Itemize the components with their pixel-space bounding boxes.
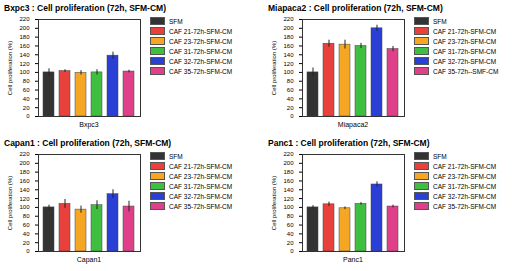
svg-text:60: 60: [23, 222, 30, 228]
html-text:CAF 31-72h-SFM-CM: CAF 31-72h-SFM-CM: [169, 182, 233, 190]
svg-text:220: 220: [19, 151, 30, 157]
svg-text:100: 100: [283, 69, 294, 75]
html-text:CAF 23-72h-SFM-CM: CAF 23-72h-SFM-CM: [433, 172, 497, 180]
svg-text:0: 0: [290, 248, 294, 254]
svg-text:160: 160: [19, 43, 30, 49]
svg-text:Cell proliferation (%): Cell proliferation (%): [271, 176, 277, 230]
html-text:SFM: SFM: [169, 17, 183, 25]
svg-text:40: 40: [287, 231, 294, 237]
html-text:CAF 32-72h-SFM-CM: CAF 32-72h-SFM-CM: [169, 57, 233, 65]
html-text:CAF 32-72h-SFM-CM: CAF 32-72h-SFM-CM: [433, 192, 497, 200]
svg-text:100: 100: [19, 204, 30, 210]
svg-text:20: 20: [287, 240, 294, 246]
html-text:CAF 31-72h-SFM-CM: CAF 31-72h-SFM-CM: [433, 182, 497, 190]
html-text:Capan1 : Cell proliferation (7: Capan1 : Cell proliferation (72h, SFM-CM…: [4, 138, 172, 148]
html-text:Bxpc3 : Cell proliferation (72: Bxpc3 : Cell proliferation (72h, SFM-CM): [4, 3, 166, 13]
html-text:Capan1: Capan1: [76, 256, 102, 263]
html-text:CAF 23-72h-SFM-CM: CAF 23-72h-SFM-CM: [169, 37, 233, 45]
html-text:CAF 23-72h-SFM-CM: CAF 23-72h-SFM-CM: [433, 37, 497, 45]
svg-text:120: 120: [283, 61, 294, 67]
svg-text:80: 80: [23, 213, 30, 219]
svg-text:200: 200: [19, 25, 30, 31]
svg-text:160: 160: [283, 178, 294, 184]
svg-text:180: 180: [283, 169, 294, 175]
svg-text:140: 140: [283, 52, 294, 58]
svg-text:80: 80: [287, 78, 294, 84]
svg-text:Cell proliferation (%): Cell proliferation (%): [7, 176, 13, 230]
html-text:SFM: SFM: [169, 152, 183, 160]
svg-text:180: 180: [19, 169, 30, 175]
svg-text:80: 80: [23, 78, 30, 84]
svg-text:160: 160: [283, 43, 294, 49]
svg-text:60: 60: [23, 87, 30, 93]
svg-text:100: 100: [283, 204, 294, 210]
svg-text:100: 100: [19, 69, 30, 75]
html-text:CAF 21-72h-SFM-CM: CAF 21-72h-SFM-CM: [169, 162, 233, 170]
svg-text:0: 0: [26, 113, 30, 119]
svg-text:220: 220: [283, 151, 294, 157]
svg-text:180: 180: [283, 34, 294, 40]
svg-text:Cell proliferation (%): Cell proliferation (%): [7, 41, 13, 95]
svg-text:20: 20: [23, 240, 30, 246]
html-text:SFM: SFM: [433, 152, 447, 160]
svg-text:40: 40: [23, 231, 30, 237]
svg-text:40: 40: [23, 96, 30, 102]
svg-text:Cell proliferation (%): Cell proliferation (%): [271, 41, 277, 95]
svg-text:200: 200: [283, 160, 294, 166]
svg-text:120: 120: [283, 196, 294, 202]
svg-text:200: 200: [19, 160, 30, 166]
html-text:SFM: SFM: [433, 17, 447, 25]
svg-text:80: 80: [287, 213, 294, 219]
svg-text:140: 140: [19, 52, 30, 58]
html-text:CAF 21-72h-SFM-CM: CAF 21-72h-SFM-CM: [433, 27, 497, 35]
html-text:Panc1 : Cell proliferation (72: Panc1 : Cell proliferation (72h, SFM-CM): [268, 138, 430, 148]
html-text:CAF 35-72h-SFM-CM: CAF 35-72h-SFM-CM: [433, 202, 497, 210]
html-text:CAF 21-72h-SFM-CM: CAF 21-72h-SFM-CM: [169, 27, 233, 35]
svg-text:220: 220: [283, 16, 294, 22]
svg-text:0: 0: [26, 248, 30, 254]
html-text:CAF 31-72h-SFM-CM: CAF 31-72h-SFM-CM: [433, 47, 497, 55]
svg-text:20: 20: [23, 105, 30, 111]
svg-text:20: 20: [287, 105, 294, 111]
svg-text:200: 200: [283, 25, 294, 31]
svg-text:180: 180: [19, 34, 30, 40]
svg-text:120: 120: [19, 196, 30, 202]
html-text:CAF 35-72h-SFM-CM: CAF 35-72h-SFM-CM: [169, 67, 233, 75]
html-text:CAF 32-72h-SFM-CM: CAF 32-72h-SFM-CM: [169, 192, 233, 200]
html-text:Bxpc3: Bxpc3: [79, 121, 99, 128]
svg-text:60: 60: [287, 222, 294, 228]
svg-text:0: 0: [290, 113, 294, 119]
svg-text:120: 120: [19, 61, 30, 67]
html-text:CAF 23-72h-SFM-CM: CAF 23-72h-SFM-CM: [169, 172, 233, 180]
svg-text:140: 140: [283, 187, 294, 193]
html-text:CAF 35-72h-SFM-CM: CAF 35-72h-SFM-CM: [169, 202, 233, 210]
svg-text:140: 140: [19, 187, 30, 193]
svg-text:60: 60: [287, 87, 294, 93]
html-text:Miapaca2: Miapaca2: [337, 121, 369, 128]
html-text:CAF 31-72h-SFM-CM: CAF 31-72h-SFM-CM: [169, 47, 233, 55]
svg-text:220: 220: [19, 16, 30, 22]
html-text:CAF 21-72h-SFM-CM: CAF 21-72h-SFM-CM: [433, 162, 497, 170]
html-text:Panc1: Panc1: [343, 256, 363, 263]
html-text:Miapaca2 : Cell proliferation: Miapaca2 : Cell proliferation (72h, SFM-…: [268, 3, 443, 13]
svg-text:160: 160: [19, 178, 30, 184]
html-text:CAF 35-72h--SMF-CM: CAF 35-72h--SMF-CM: [433, 67, 499, 75]
html-text:CAF 32-72h-SFM-CM: CAF 32-72h-SFM-CM: [433, 57, 497, 65]
svg-text:40: 40: [287, 96, 294, 102]
